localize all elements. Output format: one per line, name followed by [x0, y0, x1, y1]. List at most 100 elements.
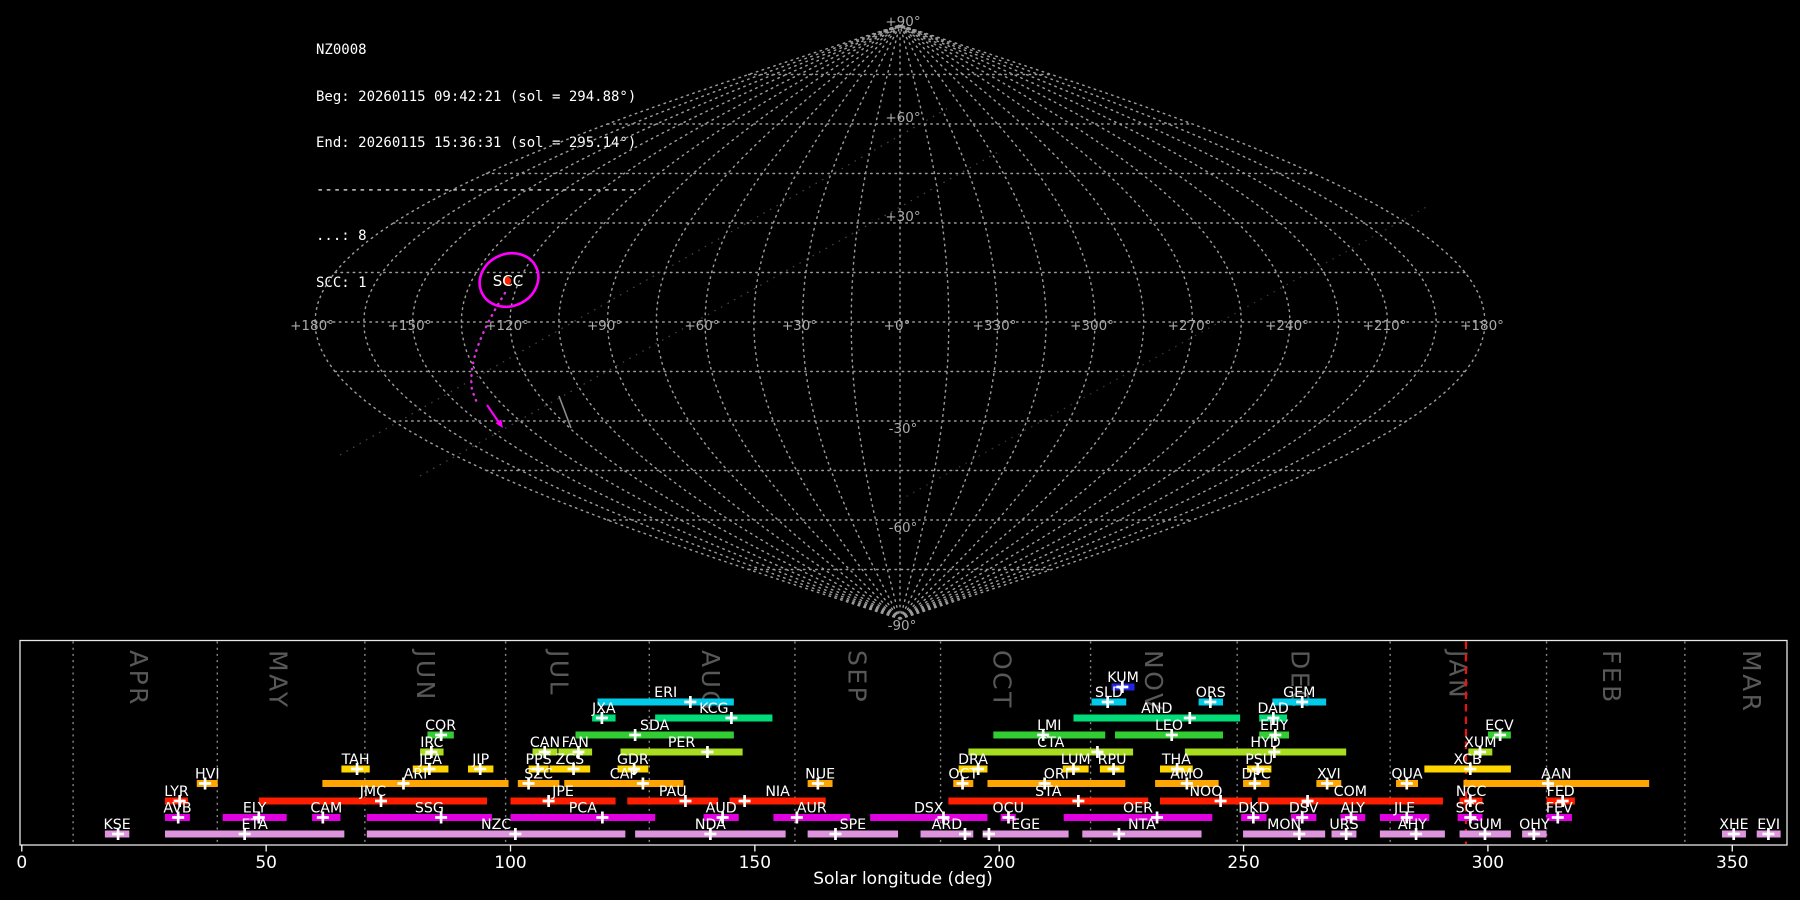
radiant-label: SCC: [493, 272, 523, 290]
separator-line: --------------------------------------: [316, 181, 637, 198]
shower-label-kum: KUM: [1107, 670, 1139, 686]
shower-label-rpu: RPU: [1098, 752, 1127, 768]
shower-label-sta: STA: [1035, 784, 1062, 800]
shower-bar-kcg: [655, 714, 773, 722]
x-axis-tick-label: 350: [1716, 853, 1748, 873]
peak-marker-zcs: [567, 763, 580, 775]
peak-marker-kse: [112, 828, 125, 840]
peak-marker-urs: [1340, 828, 1353, 840]
shower-label-fan: FAN: [562, 735, 589, 751]
shower-bar-pau: [627, 797, 719, 805]
radiant-ellipse: [478, 251, 540, 309]
peak-marker-gem: [1296, 696, 1309, 708]
shower-bar-per: [620, 748, 743, 756]
shower-label-evi: EVI: [1757, 817, 1780, 833]
shower-label-ori: ORI: [1044, 767, 1069, 783]
shower-label-lum: LUM: [1061, 752, 1091, 768]
peak-marker-ssg: [435, 811, 448, 824]
peak-marker-pca: [596, 811, 609, 824]
peak-marker-dkd: [1247, 811, 1260, 824]
shower-label-gem: GEM: [1283, 685, 1315, 701]
peak-marker-lum: [1067, 763, 1080, 775]
highlighted-radiant-group: SCC: [470, 251, 540, 428]
peak-marker-lmi: [1037, 729, 1050, 741]
shower-label-aur: AUR: [797, 801, 827, 817]
month-label-apr: APR: [124, 650, 153, 707]
month-label-sep: SEP: [842, 650, 871, 704]
shower-bar-mon: [1243, 830, 1326, 838]
reference-tick-segment: [558, 395, 572, 429]
shower-bar-lmi: [993, 731, 1106, 739]
meridian-line: [753, 24, 901, 620]
x-axis-tick-label: 50: [255, 853, 277, 873]
peak-marker-sda: [629, 729, 642, 741]
peak-marker-aud: [716, 811, 729, 824]
shower-bar-noo: [1159, 797, 1252, 805]
shower-bar-dsx: [870, 814, 988, 821]
peak-marker-jip: [474, 763, 487, 775]
peak-marker-fed: [1556, 795, 1569, 807]
meridian-line: [899, 24, 950, 620]
peak-marker-aur: [790, 811, 803, 824]
month-label-nov: NOV: [1139, 650, 1168, 713]
peak-marker-ocu: [1002, 811, 1015, 824]
sky-grid-labels: +90° -90° +60° +30° -30° -60° +180° +150° +120° +…: [290, 14, 1504, 634]
shower-label-aly: ALY: [1341, 801, 1366, 817]
shower-label-avb: AVB: [163, 801, 191, 817]
peak-marker-oer: [1151, 811, 1164, 824]
month-label-may: MAY: [263, 650, 292, 710]
shower-label-oer: OER: [1123, 801, 1153, 817]
shower-label-leo: LEO: [1155, 718, 1183, 734]
shower-label-jip: JIP: [471, 752, 489, 768]
month-label-mar: MAR: [1737, 650, 1766, 714]
peak-marker-kcg: [725, 712, 738, 724]
longitude-label: +180°: [290, 318, 334, 334]
shower-label-irc: IRC: [420, 735, 443, 751]
meridian-line: [899, 24, 1243, 620]
peak-marker-dad: [1267, 712, 1280, 724]
sky-map: +90° -90° +60° +30° -30° -60° +180° +150° +120° +…: [290, 14, 1504, 634]
shower-label-ocu: OCU: [993, 801, 1024, 817]
shower-bar-szc: [517, 780, 560, 787]
end-time-line: End: 20260115 15:36:31 (sol = 295.14°): [316, 135, 637, 151]
sporadic-count-line: ...: 8: [316, 228, 367, 244]
shower-label-ehy: EHY: [1260, 718, 1289, 734]
shower-label-scc: SCC: [1456, 801, 1485, 817]
peak-marker-fan: [572, 746, 585, 758]
longitude-label: +150°: [388, 318, 432, 334]
peak-marker-jmc: [374, 795, 387, 807]
shower-label-oct: OCT: [948, 767, 978, 783]
shower-bar-jmc: [258, 797, 488, 805]
shower-bar-eta: [164, 830, 345, 838]
peak-marker-oct: [956, 777, 969, 790]
shower-bar-sta: [948, 797, 1149, 805]
latitude-label: -30°: [889, 421, 918, 437]
shower-label-lyr: LYR: [164, 784, 189, 800]
peak-marker-irc: [425, 746, 438, 758]
month-label-feb: FEB: [1597, 650, 1626, 705]
meridian-line: [899, 24, 1145, 620]
shower-label-tha: THA: [1161, 752, 1191, 768]
meridian-line: [899, 24, 1291, 620]
longitude-label: +120°: [485, 318, 529, 334]
peak-marker-ahy: [1410, 828, 1423, 840]
meridian-line: [899, 24, 999, 620]
shower-label-jpe: JPE: [551, 784, 574, 800]
peak-marker-ehy: [1269, 729, 1282, 741]
peak-marker-evi: [1762, 828, 1775, 840]
shower-label-jmc: JMC: [359, 784, 386, 800]
peak-marker-can: [538, 746, 551, 758]
shower-bar-nia: [729, 797, 826, 805]
peak-marker-ely: [252, 811, 265, 824]
peak-marker-avb: [172, 811, 185, 824]
shower-label-aan: AAN: [1541, 767, 1571, 783]
peak-marker-ohy: [1527, 828, 1540, 840]
shower-bar-cap: [564, 780, 684, 787]
peak-marker-fev: [1551, 811, 1564, 824]
longitude-label: +180°: [1460, 318, 1504, 334]
shower-bar-hyd: [1184, 748, 1347, 756]
peak-marker-leo: [1165, 729, 1178, 741]
shower-label-sda: SDA: [640, 718, 670, 734]
shower-count-line: SCC: 1: [316, 274, 367, 291]
peak-marker-cor: [435, 729, 448, 741]
